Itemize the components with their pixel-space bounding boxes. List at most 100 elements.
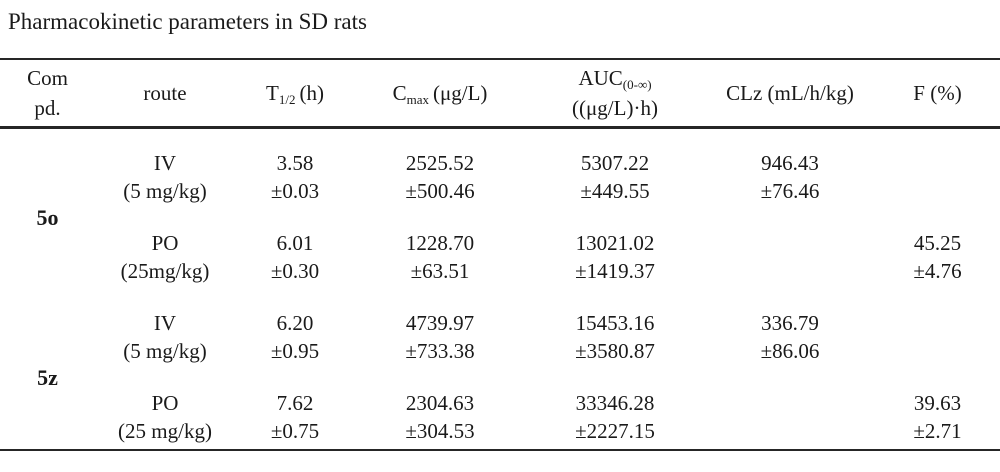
cell-cmax: 1228.70 ±63.51 (355, 209, 525, 289)
clz-value (705, 389, 875, 417)
cell-f (875, 128, 1000, 210)
cmax-sd: ±63.51 (410, 259, 470, 283)
t12-sd: ±0.75 (270, 419, 320, 443)
f-sd: ±2.71 (913, 419, 962, 443)
col-header-clz: CLz (mL/h/kg) (705, 59, 875, 129)
t12-value: 6.20 (276, 311, 314, 335)
cell-route: PO (25 mg/kg) (95, 369, 235, 450)
cmax-symbol: C (392, 80, 407, 105)
cmax-sd: ±304.53 (405, 419, 475, 443)
auc-value: 33346.28 (575, 391, 655, 415)
compound-label-5z: 5z (37, 365, 58, 390)
col-header-cmax: Cmax (μg/L) (355, 59, 525, 129)
cell-cmax: 4739.97 ±733.38 (355, 289, 525, 369)
f-sd (875, 177, 1000, 205)
cell-f: 39.63 ±2.71 (875, 369, 1000, 450)
dose-value: (25 mg/kg) (118, 419, 212, 443)
clz-value (705, 229, 875, 257)
t12-sd: ±0.03 (270, 179, 320, 203)
table-row-5z-iv: 5z IV (5 mg/kg) 6.20 ±0.95 4739.97 ±733.… (0, 289, 1000, 390)
f-value (875, 149, 1000, 177)
f-value (875, 309, 1000, 337)
table-row-5z-po: PO (25 mg/kg) 7.62 ±0.75 2304.63 ±304.53… (0, 369, 1000, 450)
auc-symbol: AUC (578, 66, 623, 90)
route-value: IV (153, 151, 177, 175)
cell-clz: 336.79 ±86.06 (705, 289, 875, 369)
clz-sd: ±76.46 (760, 179, 820, 203)
cell-cmax: 2525.52 ±500.46 (355, 128, 525, 210)
table-row-5o-iv: 5o IV (5 mg/kg) 3.58 ±0.03 2525.52 ±500.… (0, 128, 1000, 230)
cmax-unit: (μg/L) (432, 80, 488, 105)
cell-auc: 15453.16 ±3580.87 (525, 289, 705, 369)
cell-route: IV (5 mg/kg) (95, 289, 235, 369)
clz-header-label: CLz (mL/h/kg) (726, 80, 854, 105)
auc-sd: ±3580.87 (575, 339, 655, 363)
col-header-auc: AUC(0-∞) ((μg/L)·h) (525, 59, 705, 129)
cell-f (875, 289, 1000, 369)
route-value: IV (153, 311, 177, 335)
cell-auc: 33346.28 ±2227.15 (525, 369, 705, 450)
dose-value: (5 mg/kg) (123, 179, 207, 203)
cell-clz: 946.43 ±76.46 (705, 128, 875, 210)
header-row: Com pd. route T1/2 (h) Cmax (μg/L) AUC(0-∞… (0, 59, 1000, 129)
cmax-value: 2525.52 (405, 151, 475, 175)
clz-sd (705, 257, 875, 285)
cell-cmax: 2304.63 ±304.53 (355, 369, 525, 450)
cell-auc: 13021.02 ±1419.37 (525, 209, 705, 289)
cell-auc: 5307.22 ±449.55 (525, 128, 705, 210)
auc-value: 13021.02 (575, 231, 655, 255)
f-value: 45.25 (913, 231, 962, 255)
dose-value: (25mg/kg) (120, 259, 210, 283)
cell-route: PO (25mg/kg) (95, 209, 235, 289)
col-header-route: route (95, 59, 235, 129)
auc-sd: ±1419.37 (575, 259, 655, 283)
t12-value: 7.62 (276, 391, 314, 415)
dose-value: (5 mg/kg) (123, 339, 207, 363)
clz-value: 946.43 (761, 151, 819, 175)
cmax-value: 2304.63 (405, 391, 475, 415)
cell-t12: 7.62 ±0.75 (235, 369, 355, 450)
cmax-sd: ±500.46 (405, 179, 475, 203)
cmax-value: 1228.70 (405, 231, 475, 255)
cmax-subscript: max (406, 91, 429, 107)
clz-sd (705, 417, 875, 445)
route-value: PO (151, 231, 179, 255)
cmax-sd: ±733.38 (405, 339, 475, 363)
t12-subscript: 1/2 (278, 91, 296, 107)
cell-t12: 6.20 ±0.95 (235, 289, 355, 369)
cell-clz (705, 369, 875, 450)
f-sd: ±4.76 (913, 259, 962, 283)
cell-route: IV (5 mg/kg) (95, 128, 235, 210)
auc-sd: ±2227.15 (575, 419, 655, 443)
compound-label-5o: 5o (36, 205, 59, 230)
cell-f: 45.25 ±4.76 (875, 209, 1000, 289)
f-header-label: F (%) (913, 80, 962, 105)
auc-value: 5307.22 (580, 151, 650, 175)
f-value: 39.63 (913, 391, 962, 415)
auc-value: 15453.16 (575, 311, 655, 335)
page-title: Pharmacokinetic parameters in SD rats (8, 9, 367, 34)
t12-symbol: T (266, 80, 279, 105)
t12-value: 3.58 (276, 151, 314, 175)
clz-sd: ±86.06 (760, 339, 820, 363)
t12-unit: (h) (299, 80, 324, 105)
col-header-compound: Com pd. (0, 59, 95, 129)
route-value: PO (151, 391, 179, 415)
f-sd (875, 337, 1000, 365)
cell-t12: 6.01 ±0.30 (235, 209, 355, 289)
clz-value: 336.79 (761, 311, 819, 335)
route-header-label: route (143, 80, 187, 105)
cmax-value: 4739.97 (405, 311, 475, 335)
compound-header-line2: pd. (34, 96, 61, 120)
t12-sd: ±0.95 (270, 339, 320, 363)
auc-unit: ((μg/L)·h) (572, 96, 658, 120)
t12-value: 6.01 (276, 231, 314, 255)
col-header-f: F (%) (875, 59, 1000, 129)
compound-header-line1: Com (27, 66, 68, 90)
cell-t12: 3.58 ±0.03 (235, 128, 355, 210)
t12-sd: ±0.30 (270, 259, 320, 283)
table-row-5o-po: PO (25mg/kg) 6.01 ±0.30 1228.70 ±63.51 1… (0, 209, 1000, 289)
col-header-t12: T1/2 (h) (235, 59, 355, 129)
pharmacokinetics-table: Com pd. route T1/2 (h) Cmax (μg/L) AUC(0-∞… (0, 58, 1000, 451)
cell-clz (705, 209, 875, 289)
